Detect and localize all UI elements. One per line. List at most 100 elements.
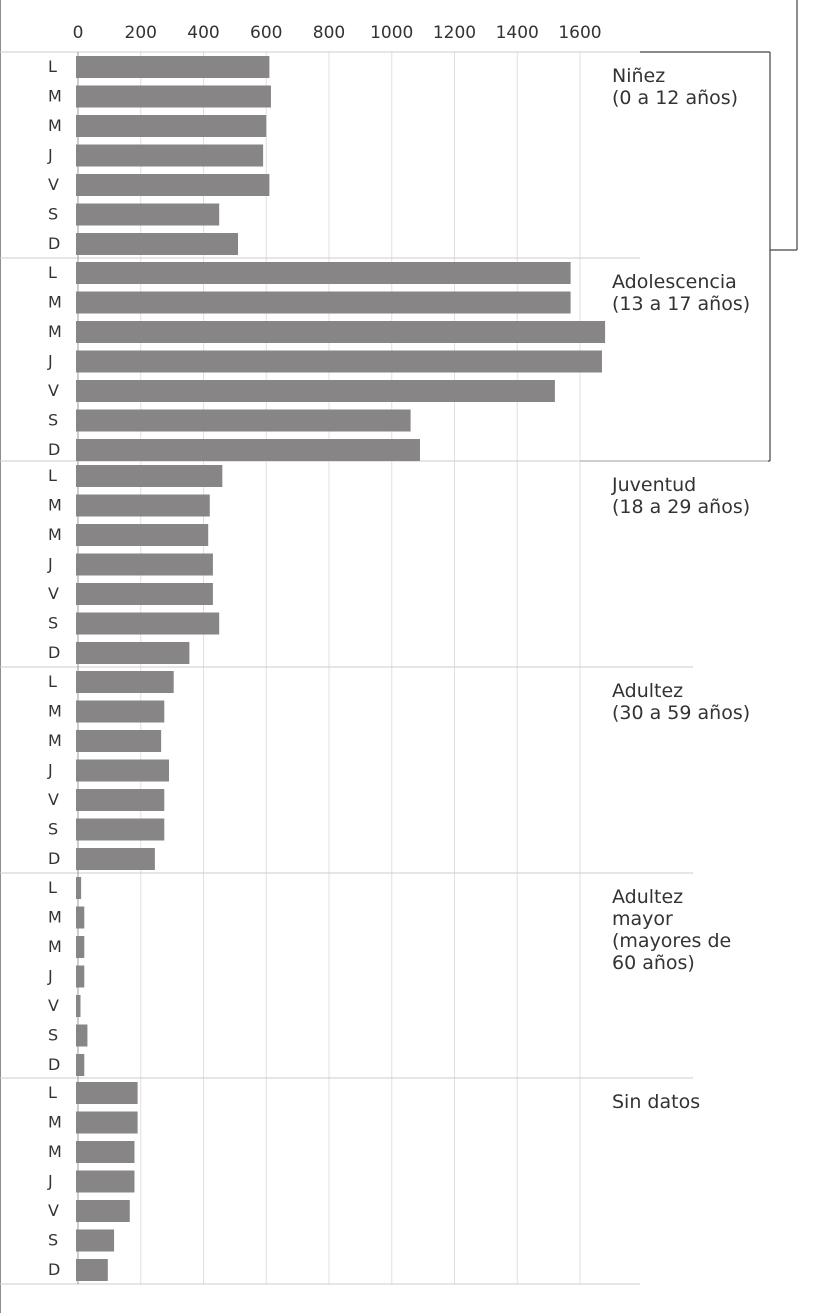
- day-label: M: [48, 731, 62, 750]
- bar: [76, 818, 165, 841]
- bar: [76, 1229, 115, 1252]
- group-label-line: (13 a 17 años): [612, 293, 750, 315]
- day-label: S: [48, 1231, 58, 1250]
- day-label: D: [48, 643, 60, 662]
- day-label: S: [48, 205, 58, 224]
- day-label: L: [48, 57, 57, 76]
- group-label-line: Adolescencia: [612, 271, 737, 293]
- day-label: M: [48, 908, 62, 927]
- day-label: J: [47, 761, 53, 780]
- group-label: Adultez (30 a 59 años): [612, 680, 750, 724]
- bar: [76, 262, 571, 284]
- day-label: L: [48, 878, 57, 897]
- bar: [76, 85, 271, 108]
- group-label: Adultez mayor (mayores de 60 años): [612, 886, 731, 974]
- x-tick-label: 1400: [496, 23, 539, 43]
- bar: [76, 906, 85, 929]
- day-label: M: [48, 293, 62, 312]
- bar: [76, 848, 155, 870]
- bar: [76, 671, 174, 693]
- bar: [76, 233, 239, 255]
- day-label: D: [48, 234, 60, 253]
- day-labels: LMMJVSDLMMJVSDLMMJVSDLMMJVSDLMMJVSDLMMJV…: [47, 57, 62, 1279]
- group-label-line: (mayores de: [612, 930, 731, 952]
- day-label: M: [48, 116, 62, 135]
- day-label: V: [48, 584, 59, 603]
- bar: [76, 612, 220, 635]
- bar: [76, 494, 210, 517]
- bar: [76, 553, 213, 576]
- day-label: V: [48, 175, 59, 194]
- day-label: V: [48, 996, 59, 1015]
- x-tick-label: 800: [313, 23, 345, 43]
- x-tick-label: 400: [187, 23, 219, 43]
- bar: [76, 439, 420, 461]
- group-label-line: 60 años): [612, 952, 695, 974]
- bar: [76, 465, 223, 487]
- group-labels: Niñez (0 a 12 años) Adolescencia (13 a 17 a…: [611, 65, 750, 1113]
- day-label: M: [48, 496, 62, 515]
- bar: [76, 174, 270, 196]
- day-label: D: [48, 849, 60, 868]
- day-label: M: [48, 1142, 62, 1161]
- day-label: V: [48, 790, 59, 809]
- group-label-line: mayor: [612, 908, 673, 930]
- day-label: D: [48, 1055, 60, 1074]
- bar: [76, 1082, 138, 1104]
- bar: [76, 965, 85, 988]
- day-label: V: [48, 1201, 59, 1220]
- day-label: J: [47, 1172, 53, 1191]
- bar: [76, 409, 411, 432]
- bar: [76, 350, 602, 373]
- group-label-line: (0 a 12 años): [612, 87, 738, 109]
- bar: [76, 144, 264, 167]
- bar: [76, 524, 209, 546]
- group-label-line: Niñez: [612, 65, 665, 87]
- bar: [76, 203, 220, 226]
- day-label: J: [47, 146, 53, 165]
- bar: [76, 56, 270, 78]
- bar: [76, 321, 606, 343]
- day-label: D: [48, 440, 60, 459]
- bar: [76, 1054, 85, 1076]
- bar: [76, 583, 213, 605]
- group-label: Niñez (0 a 12 años): [612, 65, 738, 109]
- bar: [76, 1170, 135, 1193]
- x-tick-label: 600: [250, 23, 282, 43]
- day-label: L: [48, 466, 57, 485]
- bar: [76, 1200, 130, 1222]
- group-label-line: Adultez: [612, 680, 683, 702]
- bar: [76, 789, 165, 811]
- bar: [76, 1141, 135, 1163]
- day-label: S: [48, 411, 58, 430]
- bar: [76, 380, 555, 402]
- group-label-line: Adultez: [612, 886, 683, 908]
- bars: [76, 56, 606, 1281]
- bar: [76, 730, 162, 752]
- x-tick-label: 1000: [370, 23, 413, 43]
- gridlines: [77, 52, 581, 1284]
- group-label: Juventud (18 a 29 años): [611, 474, 750, 518]
- day-label: L: [48, 1083, 57, 1102]
- day-label: L: [48, 263, 57, 282]
- bar: [76, 642, 190, 664]
- day-label: M: [48, 322, 62, 341]
- day-label: J: [47, 967, 53, 986]
- day-label: M: [48, 87, 62, 106]
- day-label: M: [48, 702, 62, 721]
- bar: [76, 1111, 138, 1134]
- x-tick-label: 200: [125, 23, 157, 43]
- day-label: L: [48, 672, 57, 691]
- day-label: J: [47, 555, 53, 574]
- bar: [76, 1024, 88, 1047]
- bar: [76, 115, 267, 137]
- day-label: S: [48, 820, 58, 839]
- day-label: M: [48, 525, 62, 544]
- group-label: Adolescencia (13 a 17 años): [612, 271, 750, 315]
- day-label: S: [48, 614, 58, 633]
- bar: [76, 995, 81, 1017]
- day-label: J: [47, 352, 53, 371]
- bar: [76, 877, 82, 899]
- day-label: V: [48, 381, 59, 400]
